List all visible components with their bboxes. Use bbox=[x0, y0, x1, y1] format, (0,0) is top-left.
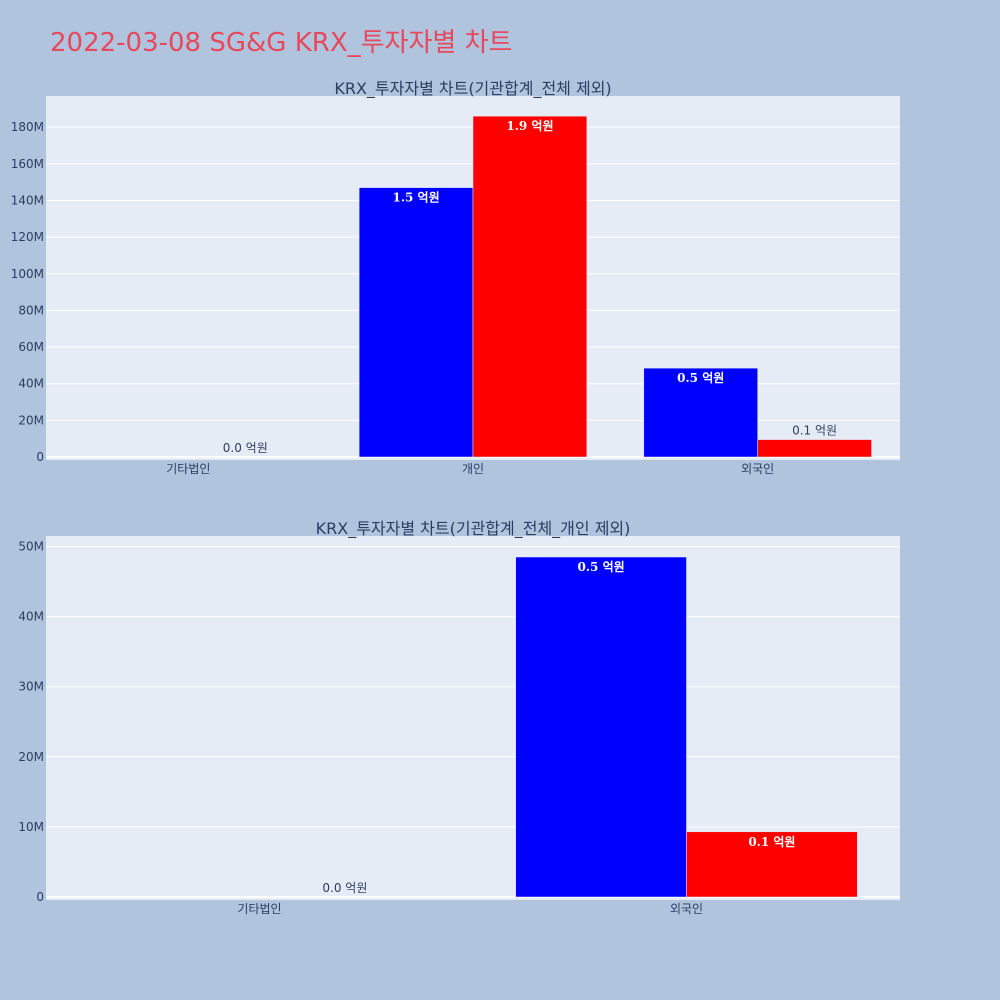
x-tick-label: 외국인 bbox=[670, 902, 703, 916]
bar[interactable] bbox=[515, 556, 687, 898]
y-tick-label: 140M bbox=[11, 193, 44, 207]
bar[interactable] bbox=[757, 439, 872, 458]
bar[interactable] bbox=[358, 187, 474, 458]
chart-excluding-institutions-and-individuals: 0 10M 20M 30M 40M 50M KRX_투자자별 차트(기관합계_전체_개인 제… bbox=[18, 519, 900, 916]
y-tick-label: 160M bbox=[11, 157, 44, 171]
data-label: 0.0 억원 bbox=[223, 441, 268, 455]
y-tick-label: 0 bbox=[36, 890, 44, 904]
y-tick-label: 180M bbox=[11, 120, 44, 134]
y-tick-label: 120M bbox=[11, 230, 44, 244]
y-tick-label: 80M bbox=[18, 303, 44, 317]
y-tick-label: 50M bbox=[18, 540, 44, 554]
y-tick-label: 0 bbox=[36, 450, 44, 464]
x-tick-label: 개인 bbox=[462, 462, 484, 476]
data-label: 0.5 억원 bbox=[677, 371, 724, 385]
y-tick-label: 40M bbox=[18, 377, 44, 391]
data-label: 0.1 억원 bbox=[792, 424, 837, 438]
x-tick-label: 기타법인 bbox=[166, 462, 210, 476]
data-label: 1.5 억원 bbox=[392, 191, 439, 205]
chart-title: KRX_투자자별 차트(기관합계_전체_개인 제외) bbox=[316, 519, 631, 539]
chart-title: KRX_투자자별 차트(기관합계_전체 제외) bbox=[334, 79, 611, 99]
data-label: 0.1 억원 bbox=[748, 835, 795, 849]
bar[interactable] bbox=[643, 367, 758, 458]
bar[interactable] bbox=[686, 831, 858, 898]
x-tick-label: 외국인 bbox=[741, 462, 774, 476]
y-tick-label: 20M bbox=[18, 750, 44, 764]
chart-excluding-institutions: 0 20M 40M 60M 80M 100M 120M 140M 160M 180M KRX_투자자… bbox=[11, 79, 900, 476]
data-label: 1.9 억원 bbox=[506, 119, 553, 133]
x-tick-label: 기타법인 bbox=[237, 902, 281, 916]
bar[interactable] bbox=[472, 115, 588, 458]
y-tick-label: 100M bbox=[11, 267, 44, 281]
data-label: 0.0 억원 bbox=[322, 881, 367, 895]
page-title: 2022-03-08 SG&G KRX_투자자별 차트 bbox=[50, 28, 513, 58]
y-tick-label: 10M bbox=[18, 820, 44, 834]
y-tick-label: 60M bbox=[18, 340, 44, 354]
y-tick-label: 20M bbox=[18, 413, 44, 427]
y-tick-label: 30M bbox=[18, 680, 44, 694]
y-tick-label: 40M bbox=[18, 610, 44, 624]
data-label: 0.5 억원 bbox=[578, 560, 625, 574]
